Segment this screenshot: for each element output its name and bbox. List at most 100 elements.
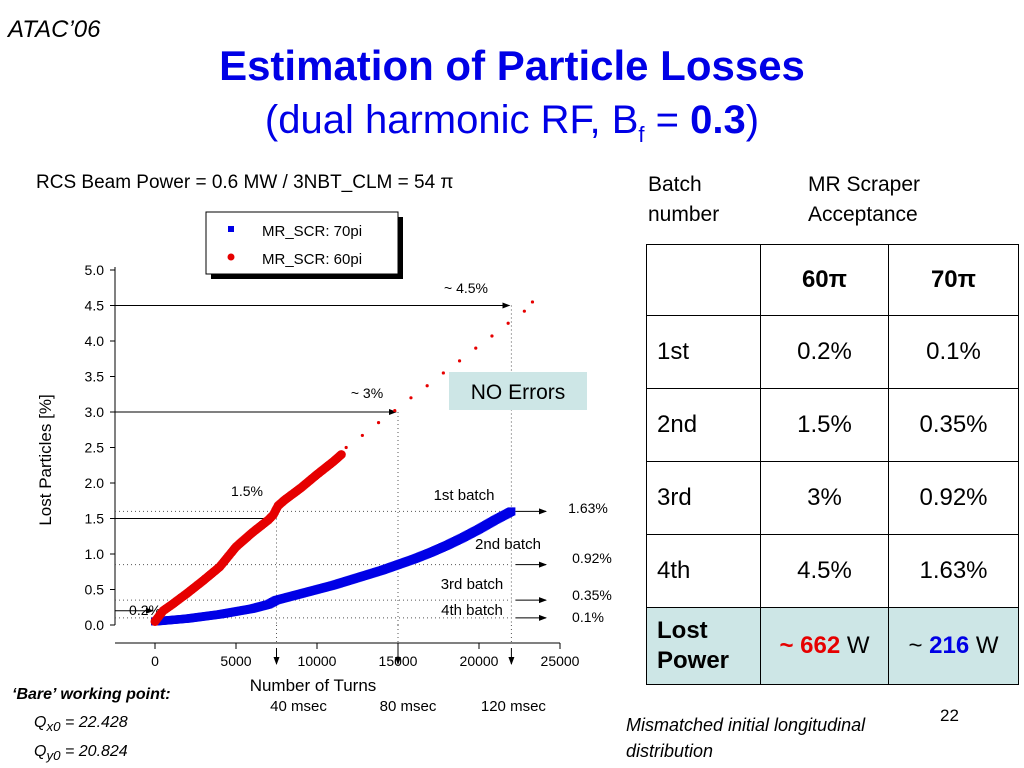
subtitle-subscript: f (638, 122, 645, 147)
extrapolation-point (530, 300, 535, 304)
table-row-label: 3rd (646, 461, 761, 535)
qy-symbol: Q (34, 743, 47, 760)
data-point-60pi (336, 450, 346, 460)
level-label: ~ 3% (351, 385, 383, 401)
extrapolation-point (522, 309, 526, 313)
table-cell: 1.5% (760, 388, 889, 462)
lost-60-unit: W (840, 632, 870, 659)
y-tick-label: 4.5 (85, 298, 105, 314)
table-header-row: 60π 70π (646, 244, 1019, 316)
time-label: 40 msec (270, 698, 327, 715)
legend-label-60pi: MR_SCR: 60pi (262, 251, 362, 268)
subtitle-equals: = (644, 98, 691, 142)
qy-subscript: y0 (46, 748, 61, 764)
lost-power-label: Lost Power (646, 607, 761, 685)
extrapolation-point (409, 396, 413, 400)
x-tick-label: 0 (151, 653, 159, 669)
loss-table: 60π 70π 1st 0.2% 0.1% 2nd 1.5% 0.35% 3rd… (646, 244, 1019, 685)
batch-value-label: 0.35% (572, 587, 612, 603)
qx-tune: Qx0 = 22.428 (34, 714, 128, 734)
y-tick-label: 0.0 (85, 617, 105, 633)
table-col-70pi: 70π (888, 244, 1019, 316)
table-cell: 0.1% (888, 315, 1019, 389)
y-tick-label: 1.5 (85, 511, 105, 527)
y-tick-label: 3.5 (85, 369, 105, 385)
table-header-batch: Batch number (648, 173, 720, 226)
qx-value: = 22.428 (60, 714, 128, 731)
qx-subscript: x0 (46, 719, 61, 735)
extrapolation-point (376, 421, 381, 425)
extrapolation-point (490, 334, 494, 338)
x-axis-label: Number of Turns (250, 676, 377, 695)
x-tick-label: 5000 (220, 653, 251, 669)
extrapolation-point (441, 371, 445, 375)
batch-label: 1st batch (434, 487, 495, 504)
lost-60-value: 662 (800, 632, 841, 659)
time-label: 120 msec (481, 698, 547, 715)
level-label: 0.2% (129, 602, 161, 618)
extrapolation-point (457, 359, 462, 363)
y-tick-label: 2.5 (85, 440, 105, 456)
table-cell: 3% (760, 461, 889, 535)
table-row: 2nd 1.5% 0.35% (646, 388, 1019, 462)
table-header-acceptance: MR Scraper Acceptance (808, 173, 921, 226)
lost-70-value: 216 (929, 632, 970, 659)
lost-70-unit: W (969, 632, 999, 659)
page-title: Estimation of Particle Losses (219, 42, 805, 89)
batch-label: 3rd batch (441, 576, 504, 593)
bare-working-point-label: ‘Bare’ working point: (12, 686, 171, 703)
extrapolation-point (360, 433, 364, 438)
y-tick-label: 5.0 (85, 262, 105, 278)
table-cell: 0.35% (888, 388, 1019, 462)
legend-marker-70pi (228, 226, 234, 232)
table-row-label: 1st (646, 315, 761, 389)
note-label: NO Errors (471, 381, 566, 404)
lost-power-70pi: ~ 216 W (888, 607, 1019, 685)
lost-power-60pi: ~ 662 W (760, 607, 889, 685)
x-tick-label: 10000 (298, 653, 337, 669)
x-tick-label: 20000 (460, 653, 499, 669)
data-point-70pi (507, 507, 516, 516)
lost-60-tilde: ~ (779, 632, 801, 659)
conference-label: ATAC’06 (8, 16, 101, 43)
table-row: 1st 0.2% 0.1% (646, 315, 1019, 389)
extrapolation-point (474, 346, 478, 350)
subtitle-value: 0.3 (690, 98, 746, 142)
x-tick-label: 25000 (541, 653, 580, 669)
table-row-label: 2nd (646, 388, 761, 462)
table-cell: 0.92% (888, 461, 1019, 535)
table-cell: 1.63% (888, 534, 1019, 608)
table-row: 4th 4.5% 1.63% (646, 534, 1019, 608)
extrapolation-point (344, 445, 348, 450)
legend-marker-60pi (227, 253, 235, 261)
extrapolation-point (506, 321, 510, 325)
legend-label-70pi: MR_SCR: 70pi (262, 223, 362, 240)
qx-symbol: Q (34, 714, 47, 731)
level-label: ~ 4.5% (444, 280, 488, 296)
y-tick-label: 4.0 (85, 333, 105, 349)
note-box (449, 372, 587, 410)
y-tick-label: 1.0 (85, 546, 105, 562)
beam-power-label: RCS Beam Power = 0.6 MW / 3NBT_CLM = 54 … (36, 172, 454, 193)
batch-value-label: 0.92% (572, 550, 612, 566)
time-label: 80 msec (380, 698, 437, 715)
table-corner (646, 244, 761, 316)
lost-70-tilde: ~ (908, 632, 930, 659)
page-subtitle: (dual harmonic RF, Bf = 0.3) (0, 98, 1024, 148)
batch-label: 2nd batch (475, 536, 541, 553)
y-axis-label: Lost Particles [%] (36, 394, 55, 525)
level-label: 1.5% (231, 483, 263, 499)
y-tick-label: 0.5 (85, 582, 105, 598)
batch-label: 4th batch (441, 602, 503, 619)
table-cell: 0.2% (760, 315, 889, 389)
extrapolation-point (393, 408, 397, 413)
extrapolation-point (425, 384, 429, 388)
batch-value-label: 0.1% (572, 609, 604, 625)
lost-power-label-line2: Power (657, 647, 730, 674)
legend-box (205, 211, 399, 275)
lost-power-label-line1: Lost (657, 617, 708, 644)
lost-power-row: Lost Power ~ 662 W ~ 216 W (646, 607, 1019, 685)
qy-value: = 20.824 (60, 743, 128, 760)
batch-value-label: 1.63% (568, 500, 608, 516)
